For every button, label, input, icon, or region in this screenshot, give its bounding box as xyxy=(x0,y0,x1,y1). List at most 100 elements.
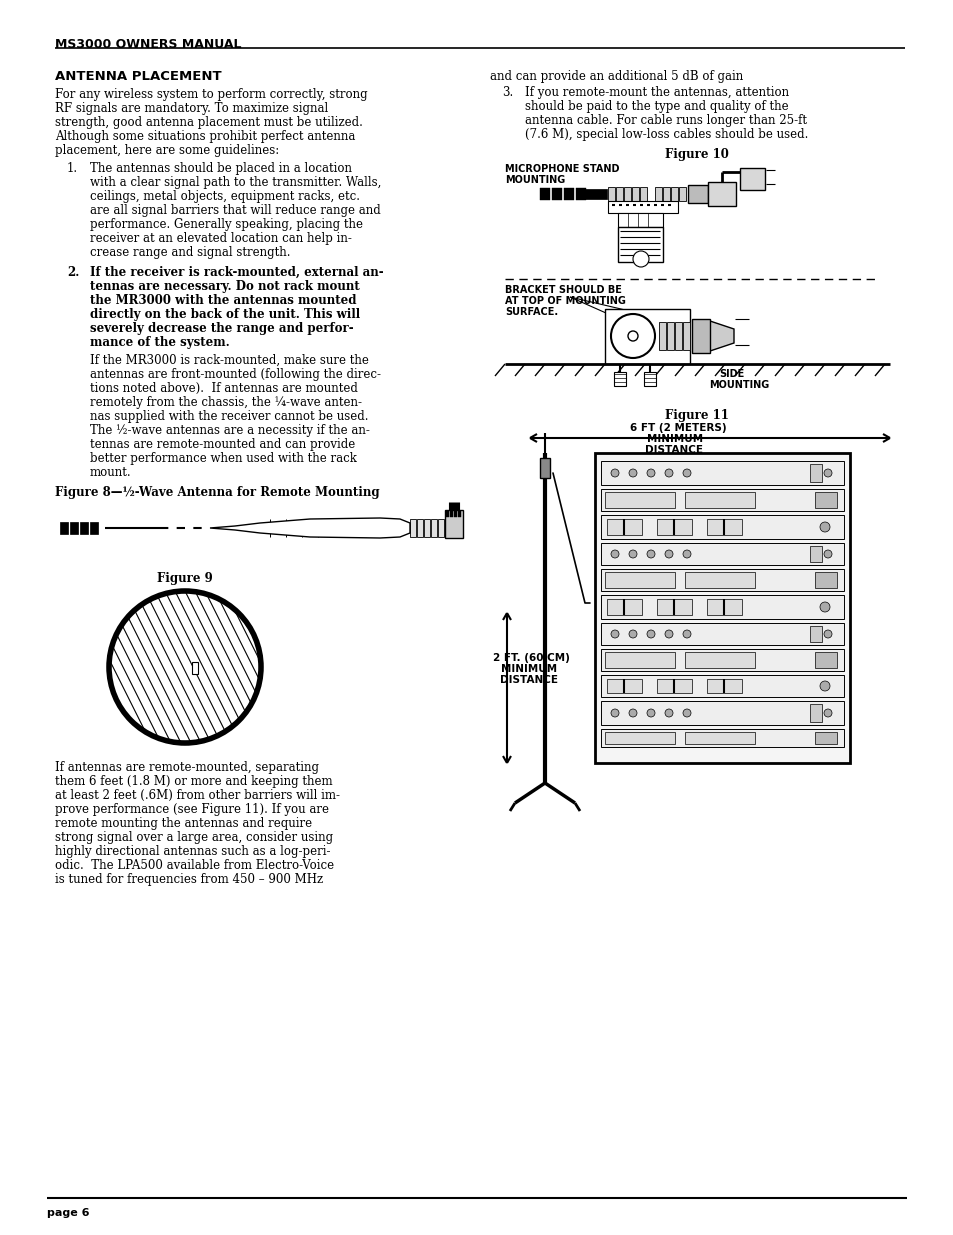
Circle shape xyxy=(664,469,672,477)
Text: SURFACE.: SURFACE. xyxy=(504,308,558,317)
Bar xyxy=(581,189,606,199)
Text: DISTANCE: DISTANCE xyxy=(644,445,702,454)
Circle shape xyxy=(627,331,638,341)
Text: The ½-wave antennas are a necessity if the an-: The ½-wave antennas are a necessity if t… xyxy=(90,424,370,437)
Bar xyxy=(604,732,675,743)
Text: better performance when used with the rack: better performance when used with the ra… xyxy=(90,452,356,466)
Text: RF signals are mandatory. To maximize signal: RF signals are mandatory. To maximize si… xyxy=(55,103,328,115)
Circle shape xyxy=(682,709,690,718)
Bar xyxy=(539,188,550,200)
Circle shape xyxy=(610,314,655,358)
Text: tennas are remote-mounted and can provide: tennas are remote-mounted and can provid… xyxy=(90,438,355,451)
Text: severely decrease the range and perfor-: severely decrease the range and perfor- xyxy=(90,322,354,335)
Bar xyxy=(600,595,843,619)
Bar xyxy=(60,522,68,534)
Bar xyxy=(691,319,709,353)
Text: strong signal over a large area, consider using: strong signal over a large area, conside… xyxy=(55,831,333,844)
Bar xyxy=(809,464,821,482)
Bar xyxy=(600,650,843,671)
Text: mount.: mount. xyxy=(90,466,132,479)
Circle shape xyxy=(646,469,655,477)
Text: the MR3000 with the antennas mounted: the MR3000 with the antennas mounted xyxy=(90,294,356,308)
Bar xyxy=(607,186,615,201)
Bar xyxy=(814,492,836,508)
Circle shape xyxy=(646,630,655,638)
Text: highly directional antennas such as a log-peri-: highly directional antennas such as a lo… xyxy=(55,845,330,858)
Bar xyxy=(600,569,843,592)
Bar xyxy=(446,511,449,517)
Circle shape xyxy=(664,550,672,558)
Text: placement, here are some guidelines:: placement, here are some guidelines: xyxy=(55,144,279,157)
Text: ceilings, metal objects, equipment racks, etc.: ceilings, metal objects, equipment racks… xyxy=(90,190,359,203)
Polygon shape xyxy=(709,321,733,351)
Bar xyxy=(809,626,821,642)
Text: mance of the system.: mance of the system. xyxy=(90,336,230,350)
Polygon shape xyxy=(210,517,410,538)
Text: performance. Generally speaking, placing the: performance. Generally speaking, placing… xyxy=(90,219,363,231)
Text: page 6: page 6 xyxy=(47,1208,90,1218)
Bar xyxy=(595,453,849,763)
Text: DISTANCE: DISTANCE xyxy=(499,676,558,685)
Bar xyxy=(618,212,662,227)
Bar xyxy=(631,186,639,201)
Bar xyxy=(454,511,456,517)
Circle shape xyxy=(820,601,829,613)
Circle shape xyxy=(610,709,618,718)
Bar xyxy=(600,676,843,697)
Text: nas supplied with the receiver cannot be used.: nas supplied with the receiver cannot be… xyxy=(90,410,368,424)
Text: AT TOP OF MOUNTING: AT TOP OF MOUNTING xyxy=(504,296,625,306)
Bar xyxy=(600,489,843,511)
Circle shape xyxy=(610,630,618,638)
Text: 2.: 2. xyxy=(67,266,79,279)
Text: If the MR3000 is rack-mounted, make sure the: If the MR3000 is rack-mounted, make sure… xyxy=(90,354,369,367)
Circle shape xyxy=(109,592,261,743)
Bar xyxy=(809,546,821,562)
Circle shape xyxy=(633,251,648,267)
Bar xyxy=(450,511,453,517)
Bar xyxy=(600,461,843,485)
Text: Figure 11: Figure 11 xyxy=(664,409,728,422)
Circle shape xyxy=(610,469,618,477)
Bar xyxy=(684,652,754,668)
Bar xyxy=(666,322,673,350)
Circle shape xyxy=(628,709,637,718)
Bar xyxy=(600,701,843,725)
Circle shape xyxy=(823,469,831,477)
Bar xyxy=(687,185,707,203)
Bar xyxy=(457,511,460,517)
Bar xyxy=(706,599,741,615)
Bar xyxy=(552,188,561,200)
Text: odic.  The LPA500 available from Electro-Voice: odic. The LPA500 available from Electro-… xyxy=(55,860,334,872)
Circle shape xyxy=(682,550,690,558)
Bar xyxy=(618,227,662,262)
Text: antenna cable. For cable runs longer than 25-ft: antenna cable. For cable runs longer tha… xyxy=(524,114,806,127)
Text: MINIMUM: MINIMUM xyxy=(500,664,557,674)
Circle shape xyxy=(664,709,672,718)
Bar xyxy=(684,572,754,588)
Bar xyxy=(437,519,443,537)
Text: is tuned for frequencies from 450 – 900 MHz: is tuned for frequencies from 450 – 900 … xyxy=(55,873,323,885)
Text: are all signal barriers that will reduce range and: are all signal barriers that will reduce… xyxy=(90,204,380,217)
Text: strength, good antenna placement must be utilized.: strength, good antenna placement must be… xyxy=(55,116,362,128)
Bar xyxy=(604,492,675,508)
Text: crease range and signal strength.: crease range and signal strength. xyxy=(90,246,291,259)
Bar xyxy=(606,519,641,535)
Text: should be paid to the type and quality of the: should be paid to the type and quality o… xyxy=(524,100,788,112)
Text: Figure 9: Figure 9 xyxy=(157,572,213,585)
Bar xyxy=(655,186,661,201)
Bar xyxy=(410,519,416,537)
Text: 6 FT (2 METERS): 6 FT (2 METERS) xyxy=(629,424,726,433)
Bar xyxy=(606,679,641,693)
Bar xyxy=(604,652,675,668)
Bar xyxy=(563,188,574,200)
Bar xyxy=(600,543,843,564)
Bar xyxy=(600,729,843,747)
Bar xyxy=(604,572,675,588)
Text: and can provide an additional 5 dB of gain: and can provide an additional 5 dB of ga… xyxy=(490,70,742,83)
Bar xyxy=(675,322,681,350)
Text: receiver at an elevated location can help in-: receiver at an elevated location can hel… xyxy=(90,232,352,245)
Circle shape xyxy=(820,522,829,532)
Bar xyxy=(670,186,678,201)
Bar xyxy=(809,704,821,722)
Circle shape xyxy=(610,550,618,558)
